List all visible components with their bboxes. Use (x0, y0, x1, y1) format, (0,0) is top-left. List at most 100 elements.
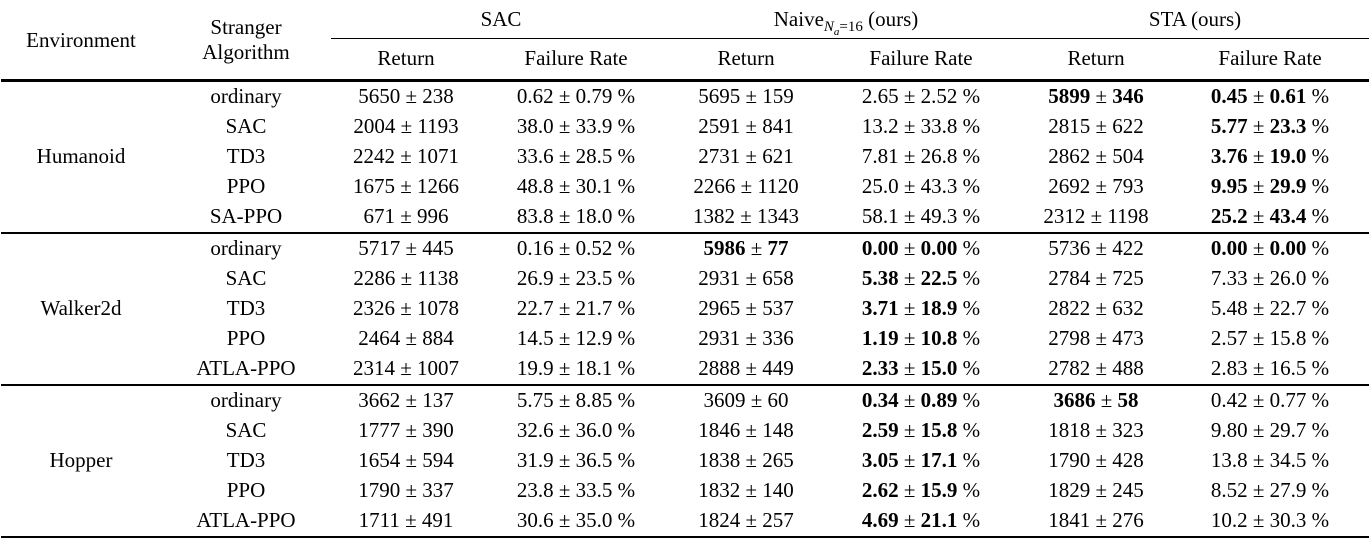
naive-return-cell: 1846 ± 148 (698, 418, 794, 442)
environment-block-walker2d: Walker2d ordinary 5717 ± 445 0.16 ± 0.52 % 5… (1, 232, 1370, 385)
sac-return-cell: 3662 ± 137 (358, 388, 454, 412)
sta-return-cell: 2798 ± 473 (1048, 326, 1144, 350)
stranger-algorithm-label: PPO (226, 174, 266, 198)
naive-failure-rate-cell: 7.81 ± 26.8 % (861, 144, 981, 168)
stranger-algorithm-label: TD3 (226, 144, 266, 168)
environment-header: Environment (26, 27, 136, 52)
sac-failure-rate-cell: 14.5 ± 12.9 % (516, 326, 636, 350)
sac-failure-rate-cell: 26.9 ± 23.5 % (516, 266, 636, 290)
sac-return-cell: 2286 ± 1138 (353, 266, 459, 290)
sac-return-cell: 2242 ± 1071 (352, 144, 460, 168)
table-row: Humanoid ordinary 5650 ± 238 0.62 ± 0.79 % 5… (1, 80, 1369, 168)
sac-return-cell: 1654 ± 594 (358, 448, 454, 472)
environment-label: Hopper (49, 448, 113, 472)
sac-return-cell: 1675 ± 1266 (352, 174, 460, 198)
environment-label: Humanoid (36, 144, 126, 168)
table-row: Hopper ordinary 3662 ± 137 5.75 ± 8.85 % 360… (1, 385, 1369, 472)
sta-failure-rate-cell: 10.2 ± 30.3 % (1210, 508, 1330, 532)
naive-failure-rate-cell: 5.38 ± 22.5 % (861, 266, 981, 290)
stranger-algorithm-label: ATLA-PPO (196, 508, 296, 532)
naive-return-cell: 2931 ± 658 (698, 266, 794, 290)
table-row: TD3 2326 ± 1078 22.7 ± 21.7 % 2965 ± 537 3.7… (1, 294, 1369, 324)
sac-return-cell: 1790 ± 337 (358, 478, 454, 502)
stranger-algorithm-label: SAC (225, 266, 267, 290)
naive-failure-rate-cell: 2.62 ± 15.9 % (861, 478, 981, 502)
sta-failure-rate-cell: 2.83 ± 16.5 % (1210, 356, 1330, 380)
sta-return-cell: 2822 ± 632 (1048, 296, 1144, 320)
stranger-header-line2: Algorithm (202, 40, 290, 65)
naive-return-cell: 2731 ± 621 (698, 144, 794, 168)
sta-group-header: STA (ours) (1021, 2, 1370, 39)
sac-return-cell: 671 ± 996 (363, 204, 449, 228)
table-row: Walker2d ordinary 5717 ± 445 0.16 ± 0.52 % 5… (1, 233, 1369, 320)
stranger-algorithm-label: SA-PPO (209, 204, 283, 228)
naive-return-cell: 5695 ± 159 (698, 84, 794, 108)
sta-failure-rate-cell: 3.76 ± 19.0 % (1210, 144, 1330, 168)
sta-return-cell: 1841 ± 276 (1048, 508, 1144, 532)
naive-failure-rate-cell: 2.33 ± 15.0 % (861, 356, 981, 380)
naive-failure-rate-cell: 2.65 ± 2.52 % (861, 84, 981, 108)
naive-label-main: Naive (773, 7, 824, 32)
sac-failure-rate-cell: 30.6 ± 35.0 % (516, 508, 636, 532)
sta-return-cell: 2782 ± 488 (1048, 356, 1144, 380)
naive-return-cell: 2266 ± 1120 (693, 174, 799, 198)
sac-failure-rate-cell: 19.9 ± 18.1 % (516, 356, 636, 380)
naive-failure-rate-cell: 3.71 ± 18.9 % (861, 296, 981, 320)
sac-return-cell: 1711 ± 491 (358, 508, 454, 532)
stranger-algorithm-label: TD3 (226, 296, 266, 320)
table-row: SAC 2286 ± 1138 26.9 ± 23.5 % 2931 ± 658 5.3… (1, 264, 1369, 294)
naive-failure-rate-cell: 3.05 ± 17.1 % (861, 448, 981, 472)
naive-failure-rate-cell: 4.69 ± 21.1 % (861, 508, 981, 532)
stranger-algorithm-label: ATLA-PPO (196, 356, 296, 380)
naive-subscript-subvar: a (833, 26, 840, 39)
sac-failure-rate-cell: 31.9 ± 36.5 % (516, 448, 636, 472)
table-row: TD3 1654 ± 594 31.9 ± 36.5 % 1838 ± 265 3.05… (1, 446, 1369, 476)
sta-return-cell: 1790 ± 428 (1048, 448, 1144, 472)
stranger-algorithm-label: PPO (226, 326, 266, 350)
naive-return-cell: 1382 ± 1343 (693, 204, 800, 228)
sta-failure-rate-cell: 0.00 ± 0.00 % (1210, 236, 1330, 260)
stranger-algorithm-label: ordinary (210, 388, 282, 412)
naive-failure-rate-cell: 58.1 ± 49.3 % (861, 204, 981, 228)
sac-return-cell: 1777 ± 390 (358, 418, 454, 442)
naive-return-cell: 1832 ± 140 (698, 478, 794, 502)
naive-return-cell: 2965 ± 537 (698, 296, 794, 320)
naive-failure-rate-cell: 1.19 ± 10.8 % (861, 326, 981, 350)
table-row: TD3 2242 ± 1071 33.6 ± 28.5 % 2731 ± 621 7.8… (1, 142, 1369, 172)
table-row: ATLA-PPO 1711 ± 491 30.6 ± 35.0 % 1824 ± 25… (1, 506, 1369, 537)
sac-return-cell: 2004 ± 1193 (353, 114, 459, 138)
naive-return-cell: 5986 ± 77 (703, 236, 789, 260)
naive-return-header: Return (717, 46, 775, 70)
naive-failure-rate-cell: 0.00 ± 0.00 % (861, 236, 981, 260)
table-row: SAC 1777 ± 390 32.6 ± 36.0 % 1846 ± 148 2.59… (1, 416, 1369, 446)
sta-return-cell: 2862 ± 504 (1048, 144, 1144, 168)
sta-failure-rate-cell: 0.45 ± 0.61 % (1210, 84, 1330, 108)
sta-failure-rate-cell: 5.77 ± 23.3 % (1210, 114, 1330, 138)
naive-subscript-eq: =16 (839, 19, 863, 36)
environment-label: Walker2d (40, 296, 122, 320)
naive-subscript: Na=16 (824, 19, 863, 39)
naive-return-cell: 1838 ± 265 (698, 448, 794, 472)
sta-return-cell: 3686 ± 58 (1053, 388, 1139, 412)
stranger-algorithm-label: SAC (225, 114, 267, 138)
sta-failure-rate-header: Failure Rate (1218, 46, 1322, 70)
sac-failure-rate-cell: 83.8 ± 18.0 % (516, 204, 636, 228)
sta-failure-rate-cell: 13.8 ± 34.5 % (1210, 448, 1330, 472)
sta-return-header: Return (1067, 46, 1125, 70)
table-row: ATLA-PPO 2314 ± 1007 19.9 ± 18.1 % 2888 ± 4… (1, 354, 1369, 385)
table-header: Environment Stranger Algorithm SAC Naive… (1, 2, 1370, 80)
table-row: PPO 2464 ± 884 14.5 ± 12.9 % 2931 ± 336 1.19… (1, 324, 1369, 354)
environment-block-hopper: Hopper ordinary 3662 ± 137 5.75 ± 8.85 % 360… (1, 384, 1370, 537)
sta-failure-rate-cell: 7.33 ± 26.0 % (1210, 266, 1330, 290)
sac-failure-rate-cell: 48.8 ± 30.1 % (516, 174, 636, 198)
sac-failure-rate-cell: 22.7 ± 21.7 % (516, 296, 636, 320)
sta-return-cell: 2692 ± 793 (1048, 174, 1144, 198)
sta-return-cell: 5736 ± 422 (1048, 236, 1144, 260)
sta-return-cell: 2312 ± 1198 (1043, 204, 1149, 228)
stranger-header-line1: Stranger (210, 15, 282, 40)
naive-return-cell: 1824 ± 257 (698, 508, 794, 532)
sta-failure-rate-cell: 2.57 ± 15.8 % (1210, 326, 1330, 350)
sta-failure-rate-cell: 9.80 ± 29.7 % (1210, 418, 1330, 442)
stranger-algorithm-label: SAC (225, 418, 267, 442)
